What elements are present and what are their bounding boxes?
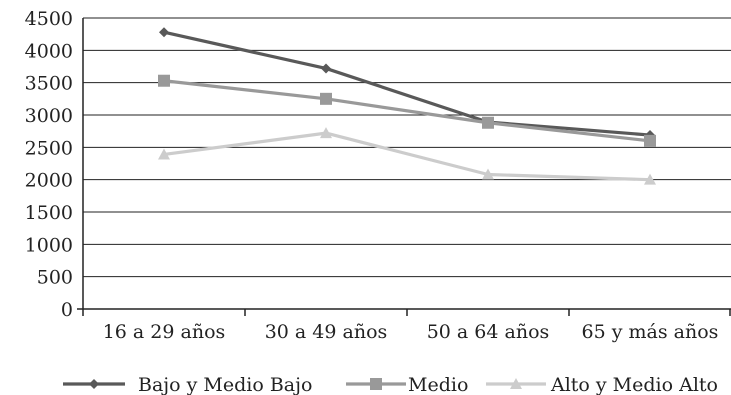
data-point [321, 63, 331, 74]
legend-label: Medio [408, 374, 468, 395]
data-point [158, 148, 170, 160]
series-0 [159, 27, 655, 141]
x-tick-label: 50 a 64 años [427, 321, 550, 343]
axes [77, 18, 731, 316]
data-point [644, 173, 656, 185]
x-tick-label: 30 a 49 años [265, 321, 388, 343]
data-point [159, 27, 169, 38]
data-point [482, 168, 494, 180]
data-point [482, 116, 494, 129]
data-point [644, 134, 656, 147]
series-line [163, 30, 651, 137]
x-tick-label: 65 y más años [582, 321, 719, 343]
legend-marker [89, 379, 99, 389]
legend-label: Bajo y Medio Bajo [138, 374, 312, 395]
y-tick-label: 4500 [25, 8, 73, 30]
y-tick-label: 2500 [25, 137, 73, 159]
legend-item: Bajo y Medio Bajo [63, 374, 312, 395]
data-point [320, 127, 332, 139]
series-line [163, 79, 651, 143]
x-tick-label: 16 a 29 años [103, 321, 226, 343]
legend-marker [370, 378, 382, 390]
series-line [163, 131, 651, 182]
series-lines [158, 27, 656, 185]
legend-item: Medio [346, 374, 468, 395]
data-point [320, 92, 332, 105]
y-tick-labels: 0 500 1000 1500 2000 2500 3000 3500 4000 4500 [25, 8, 73, 321]
series-2 [158, 127, 656, 185]
y-tick-label: 3000 [25, 105, 73, 127]
data-point [158, 74, 170, 87]
y-tick-label: 2000 [25, 170, 73, 192]
y-tick-label: 0 [61, 299, 73, 321]
gridlines [83, 17, 731, 278]
legend-marker [510, 378, 522, 389]
legend-label: Alto y Medio Alto [550, 374, 718, 395]
y-tick-label: 500 [37, 267, 73, 289]
legend: Bajo y Medio Bajo Medio Alto y Medio Alto [63, 374, 718, 395]
y-tick-label: 1000 [25, 234, 73, 256]
legend-item: Alto y Medio Alto [486, 374, 718, 395]
y-tick-label: 4000 [25, 40, 73, 62]
y-tick-label: 3500 [25, 73, 73, 95]
x-tick-labels: 16 a 29 años 30 a 49 años 50 a 64 años 65 y… [103, 321, 719, 343]
series-1 [158, 74, 656, 147]
y-tick-label: 1500 [25, 202, 73, 224]
